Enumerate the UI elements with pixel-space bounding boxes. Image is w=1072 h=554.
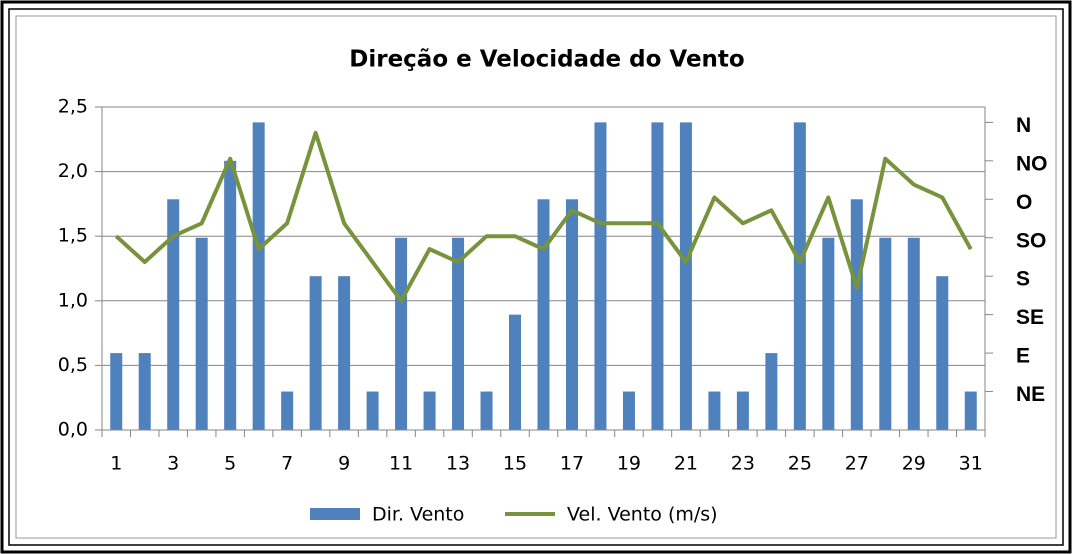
y2-tick-label: O xyxy=(1016,191,1032,214)
x-tick-label: 11 xyxy=(389,453,413,475)
bar xyxy=(423,391,436,430)
bar xyxy=(793,122,806,430)
legend-swatch xyxy=(310,508,360,520)
inner-border xyxy=(8,8,1064,546)
bar xyxy=(594,122,607,430)
bar xyxy=(765,353,778,430)
y-tick-label: 2,0 xyxy=(58,160,88,182)
bar xyxy=(622,391,635,430)
bar xyxy=(964,391,977,430)
bar xyxy=(167,199,180,430)
chart-area-border xyxy=(15,15,1057,539)
x-tick-label: 29 xyxy=(902,453,926,475)
x-tick-label: 25 xyxy=(788,453,812,475)
bar xyxy=(679,122,692,430)
bar xyxy=(309,276,322,430)
legend-label: Vel. Vento (m/s) xyxy=(567,504,718,526)
line xyxy=(114,130,973,303)
bar xyxy=(224,160,237,431)
x-tick-label: 31 xyxy=(959,453,983,475)
bar xyxy=(110,353,123,430)
x-tick-label: 13 xyxy=(446,453,470,475)
y-tick-label: 0,0 xyxy=(58,419,88,441)
x-tick-label: 21 xyxy=(674,453,698,475)
bar xyxy=(252,122,265,430)
bar xyxy=(708,391,721,430)
bar xyxy=(822,237,835,430)
x-tick-label: 3 xyxy=(167,453,179,475)
bar xyxy=(509,314,522,430)
bar xyxy=(879,237,892,430)
y2-tick-label: N xyxy=(1016,114,1031,137)
bar xyxy=(366,391,379,430)
y-tick-label: 0,5 xyxy=(58,354,88,376)
x-tick-label: 9 xyxy=(338,453,350,475)
y2-tick-label: E xyxy=(1016,345,1030,368)
bar xyxy=(736,391,749,430)
chart-title: Direção e Velocidade do Vento xyxy=(349,47,744,73)
x-tick-label: 5 xyxy=(224,453,236,475)
bar xyxy=(537,199,550,430)
bar xyxy=(907,237,920,430)
bar xyxy=(338,276,351,430)
x-tick-label: 17 xyxy=(560,453,584,475)
y-tick-label: 2,5 xyxy=(58,96,88,118)
y-tick-label: 1,0 xyxy=(58,289,88,311)
bar xyxy=(138,353,151,430)
x-tick-label: 27 xyxy=(845,453,869,475)
bar xyxy=(452,237,465,430)
y2-tick-label: SO xyxy=(1016,229,1046,252)
x-tick-label: 19 xyxy=(617,453,641,475)
legend-label: Dir. Vento xyxy=(372,504,464,526)
bar xyxy=(936,276,949,430)
x-tick-label: 1 xyxy=(110,453,122,475)
y2-tick-label: S xyxy=(1016,268,1030,291)
y2-tick-label: NO xyxy=(1016,152,1048,175)
y2-tick-label: NE xyxy=(1016,383,1045,406)
x-tick-label: 7 xyxy=(281,453,293,475)
y-tick-label: 1,5 xyxy=(58,225,88,247)
y2-tick-label: SE xyxy=(1016,306,1044,329)
bar xyxy=(651,122,664,430)
bar xyxy=(281,391,294,430)
bar xyxy=(395,237,408,430)
x-tick-label: 23 xyxy=(731,453,755,475)
bar xyxy=(480,391,493,430)
bar xyxy=(195,237,208,430)
bar xyxy=(850,199,863,430)
x-tick-label: 15 xyxy=(503,453,527,475)
bar xyxy=(565,199,578,430)
